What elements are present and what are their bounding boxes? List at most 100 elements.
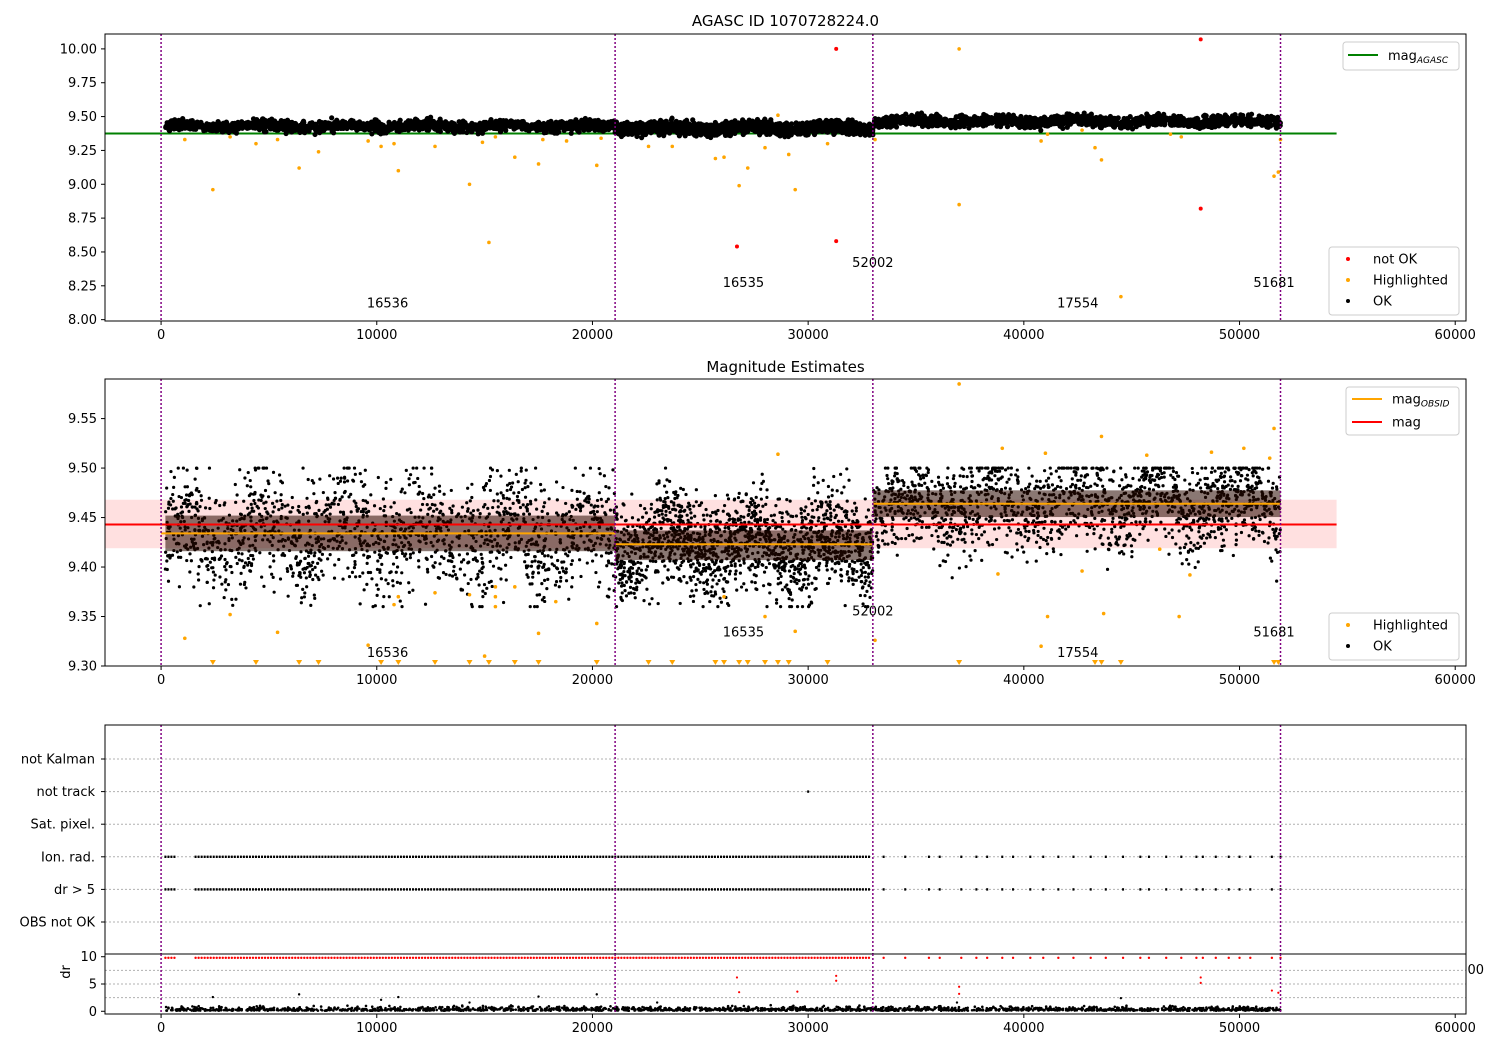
ok-point — [300, 596, 304, 600]
ok-point — [516, 480, 520, 484]
ok-point — [580, 120, 587, 126]
ok-point — [554, 480, 559, 484]
ok-point — [693, 133, 699, 139]
ok-point — [395, 580, 399, 584]
ok-point — [582, 491, 586, 495]
estimates-plot-area — [105, 379, 1337, 666]
highlighted-point — [1168, 132, 1173, 136]
ok-point — [180, 125, 186, 131]
highlighted-point — [487, 240, 491, 245]
not-ok-point — [1198, 206, 1203, 211]
ok-point — [539, 126, 545, 132]
ok-point — [901, 119, 908, 126]
ok-point — [927, 118, 933, 125]
ok-point — [205, 580, 209, 584]
highlighted-point — [957, 202, 961, 207]
ok-point — [562, 560, 566, 564]
ok-point — [911, 121, 917, 127]
ok-point — [542, 595, 546, 600]
ok-point — [682, 133, 688, 139]
ok-point — [959, 112, 965, 118]
ok-point — [348, 119, 354, 125]
ok-point — [466, 486, 470, 490]
ok-point — [283, 127, 289, 133]
ok-point — [766, 130, 772, 136]
ok-point — [959, 119, 966, 125]
ok-point — [349, 510, 353, 514]
ok-point — [535, 119, 542, 125]
ok-point — [588, 466, 593, 470]
ok-point — [204, 123, 210, 129]
ok-point — [281, 118, 288, 124]
ok-point — [1004, 124, 1011, 130]
y-tick-label: 9.50 — [68, 110, 97, 125]
ok-point — [272, 590, 276, 594]
ok-point — [666, 130, 673, 136]
ok-point — [499, 577, 503, 581]
ok-point — [328, 474, 332, 478]
ok-point — [789, 127, 796, 133]
legend-label: OK — [1373, 295, 1392, 310]
ok-point — [511, 121, 517, 128]
ok-point — [276, 126, 282, 132]
ok-point — [1042, 115, 1048, 121]
ok-point — [914, 115, 921, 121]
ok-point — [250, 116, 257, 122]
ok-point — [230, 597, 234, 602]
y-tick-label: 9.00 — [68, 178, 97, 193]
ok-point — [251, 554, 255, 558]
ok-point — [1128, 120, 1135, 126]
ok-point — [266, 479, 270, 483]
highlighted-point — [183, 137, 187, 142]
legend-marker — [1346, 278, 1350, 282]
ok-point — [594, 553, 598, 557]
ok-point — [164, 123, 170, 129]
ok-point — [432, 509, 436, 513]
ok-point — [1220, 118, 1226, 124]
x-tick-label: 50000 — [1219, 328, 1260, 343]
ok-point — [700, 123, 707, 129]
x-tick-label: 0 — [157, 328, 165, 343]
ok-point — [553, 583, 558, 587]
ok-point — [302, 571, 307, 575]
ok-point — [503, 563, 508, 567]
ok-point — [475, 131, 481, 137]
ok-point — [778, 125, 785, 131]
ok-point — [312, 492, 316, 496]
highlighted-point — [513, 155, 517, 159]
ok-point — [782, 134, 788, 140]
ok-point — [469, 120, 475, 126]
ok-point — [313, 126, 320, 133]
ok-point — [218, 575, 222, 579]
ok-point — [311, 577, 315, 582]
ok-point — [575, 128, 581, 134]
ok-point — [549, 555, 554, 559]
ok-point — [488, 116, 494, 123]
y-tick-label: 8.00 — [68, 313, 97, 328]
ok-point — [559, 123, 565, 129]
ok-point — [480, 556, 484, 560]
ok-point — [947, 123, 953, 129]
highlighted-point — [786, 152, 791, 157]
ok-point — [1078, 120, 1084, 126]
ok-point — [259, 498, 263, 503]
ok-point — [608, 508, 613, 512]
ok-point — [369, 131, 375, 137]
ok-point — [465, 501, 469, 505]
ok-point — [511, 501, 515, 506]
ok-point — [300, 118, 307, 124]
ok-point — [482, 582, 487, 587]
ok-point — [166, 506, 171, 510]
ok-point — [515, 494, 520, 499]
ok-point — [575, 489, 579, 494]
ok-point — [1104, 120, 1111, 126]
ok-point — [606, 123, 612, 129]
ok-point — [1151, 113, 1157, 120]
ok-point — [188, 552, 192, 556]
highlighted-point — [254, 141, 258, 146]
ok-point — [187, 126, 193, 132]
ok-point — [691, 127, 698, 133]
ok-point — [921, 120, 927, 126]
ok-point — [521, 503, 525, 507]
ok-point — [564, 121, 570, 128]
